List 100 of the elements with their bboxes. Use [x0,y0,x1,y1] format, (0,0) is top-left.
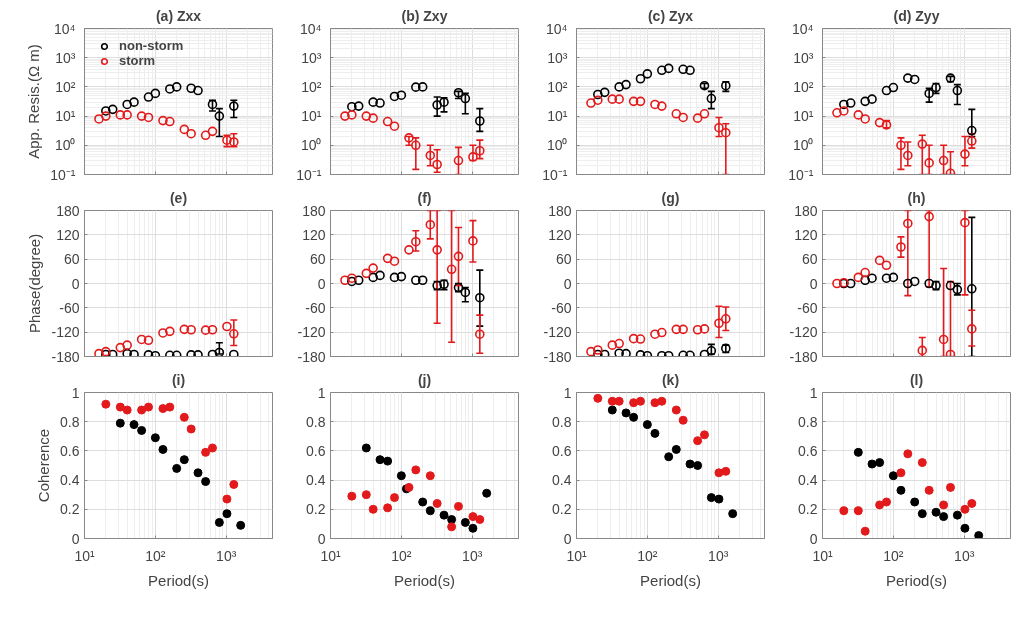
chart-title: (g) [661,189,680,206]
y-tick-label: 10⁴ [53,20,76,37]
y-tick-label: 10⁻¹ [542,166,568,183]
y-tick-label: 180 [794,202,818,219]
y-tick-label: 10¹ [55,108,76,125]
y-tick-label: 180 [56,202,80,219]
chart-title: (a) Zxx [155,7,202,24]
y-tick-label: -180 [543,348,572,365]
y-tick-label: 10³ [793,49,814,66]
y-tick-label: 10⁰ [300,137,322,154]
x-tick-label: 10³ [216,547,237,564]
y-tick-label: 0 [563,275,572,292]
y-tick-label: 10² [55,78,76,95]
y-tick-label: -120 [543,324,572,341]
y-tick-label: 10⁴ [299,20,322,37]
chart-title: (d) Zyy [893,7,940,24]
y-tick-label: 1 [809,384,818,401]
chart-title: (h) [907,189,926,206]
y-tick-label: -180 [51,348,80,365]
y-tick-label: 10⁻¹ [788,166,814,183]
y-tick-label: 1 [71,384,80,401]
chart-title: (b) Zxy [401,7,448,24]
y-tick-label: 10² [547,78,568,95]
y-tick-label: 10⁰ [546,137,568,154]
x-tick-label: 10² [145,547,166,564]
chart-title: (f) [417,189,432,206]
y-tick-label: -180 [297,348,326,365]
x-tick-label: 10³ [708,547,729,564]
y-tick-label: 10⁰ [54,137,76,154]
y-tick-label: -120 [789,324,818,341]
chart-title: (l) [909,371,924,388]
chart-title: (k) [661,371,680,388]
y-tick-label: -180 [789,348,818,365]
y-tick-label: 0.4 [60,472,80,489]
y-tick-label: 0.6 [306,442,326,459]
y-tick-label: -120 [51,324,80,341]
y-tick-label: 0 [809,530,818,547]
y-tick-label: 10¹ [793,108,814,125]
y-tick-label: 120 [794,226,818,243]
y-tick-label: 1 [317,384,326,401]
y-tick-label: 120 [548,226,572,243]
y-tick-label: 0.6 [60,442,80,459]
chart-title: (c) Zyx [647,7,694,24]
y-tick-label: 0 [317,530,326,547]
y-tick-label: 0.2 [60,501,80,518]
y-tick-label: 0.6 [552,442,572,459]
y-tick-label: 0.4 [306,472,326,489]
y-tick-label: 10⁴ [791,20,814,37]
y-tick-label: 0.4 [552,472,572,489]
y-tick-label: 60 [63,251,80,268]
x-tick-label: 10² [391,547,412,564]
y-axis-title: App. Resis.(Ω m) [25,44,43,159]
x-tick-label: 10³ [462,547,483,564]
y-tick-label: 0 [563,530,572,547]
y-tick-label: 10³ [547,49,568,66]
y-tick-label: 0.8 [798,413,818,430]
y-tick-label: 10² [301,78,322,95]
y-axis-title: Coherence [35,428,53,503]
y-tick-label: 0.2 [552,501,572,518]
y-tick-label: -60 [59,299,80,316]
y-tick-label: 180 [302,202,326,219]
chart-title: (e) [169,189,188,206]
y-tick-label: 60 [801,251,818,268]
y-tick-label: 120 [56,226,80,243]
y-tick-label: 180 [548,202,572,219]
y-tick-label: -120 [297,324,326,341]
y-tick-label: 10² [793,78,814,95]
x-axis-title: Period(s) [148,571,209,589]
y-tick-label: 0 [71,275,80,292]
y-tick-label: 0.8 [306,413,326,430]
y-tick-label: 10³ [55,49,76,66]
y-tick-label: 10⁻¹ [50,166,76,183]
y-tick-label: 10⁻¹ [296,166,322,183]
chart-title: (j) [417,371,432,388]
y-axis-title: Phase(degree) [26,233,44,334]
y-tick-label: 10⁰ [792,137,814,154]
y-tick-label: -60 [305,299,326,316]
x-tick-label: 10² [883,547,904,564]
y-tick-label: 10³ [301,49,322,66]
y-tick-label: 60 [555,251,572,268]
x-axis-title: Period(s) [640,571,701,589]
y-tick-label: 0 [317,275,326,292]
y-tick-label: 10¹ [547,108,568,125]
y-tick-label: 120 [302,226,326,243]
y-tick-label: -60 [551,299,572,316]
y-tick-label: 10⁴ [545,20,568,37]
x-tick-label: 10² [637,547,658,564]
y-tick-label: 0.6 [798,442,818,459]
y-tick-label: 1 [563,384,572,401]
x-axis-title: Period(s) [394,571,455,589]
y-tick-label: 0.4 [798,472,818,489]
y-tick-label: 60 [309,251,326,268]
y-tick-label: 0 [71,530,80,547]
legend-label: non-storm [119,38,184,53]
y-tick-label: 0.8 [552,413,572,430]
x-tick-label: 10³ [954,547,975,564]
y-tick-label: 0.2 [306,501,326,518]
y-tick-label: 10¹ [301,108,322,125]
y-tick-label: 0.8 [60,413,80,430]
y-tick-label: -60 [797,299,818,316]
